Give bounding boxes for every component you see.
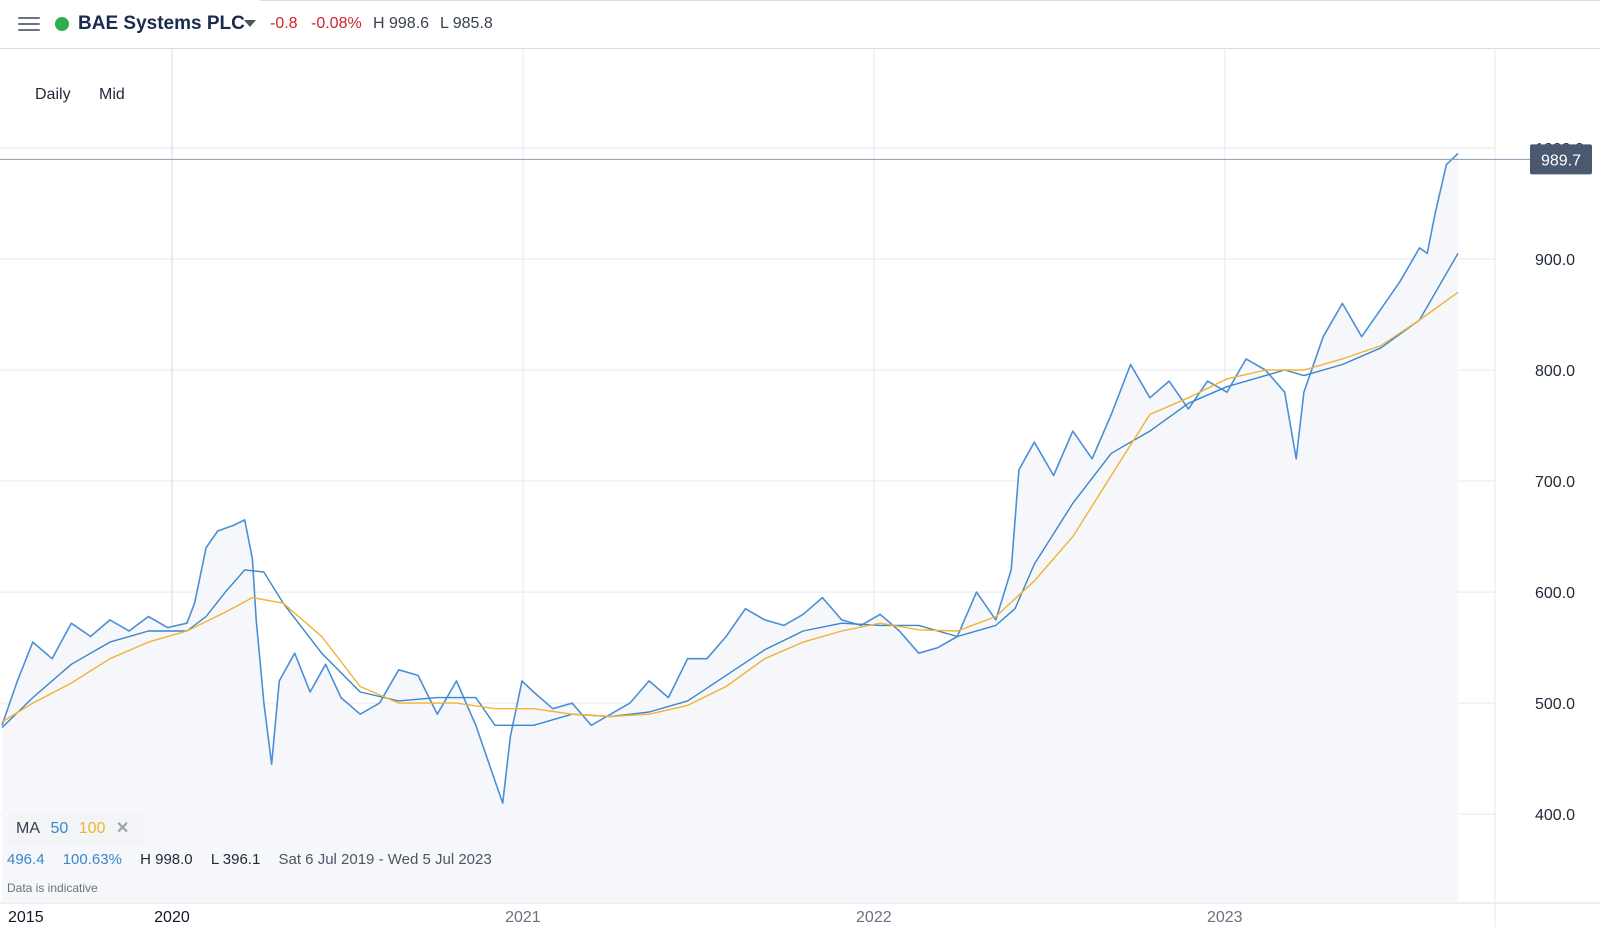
y-tick-label: 400.0 <box>1535 807 1575 824</box>
ma100-line <box>1 291 1459 723</box>
x-tick-label: 2020 <box>154 909 190 926</box>
instrument-dropdown-caret-icon[interactable] <box>244 20 256 27</box>
session-low: L 985.8 <box>440 15 493 32</box>
x-tick-label: 2023 <box>1207 909 1243 926</box>
market-status-dot <box>55 17 69 31</box>
stat-range: Sat 6 Jul 2019 - Wed 5 Jul 2023 <box>278 851 492 868</box>
price-change-percent: -0.08% <box>311 15 362 32</box>
range-stats: 496.4 100.63% H 998.0 L 396.1 Sat 6 Jul … <box>7 851 506 868</box>
ma-period-100[interactable]: 100 <box>78 820 106 837</box>
ma-indicator-legend[interactable]: MA 50 100 ✕ <box>8 814 144 844</box>
ma-label: MA <box>16 820 40 837</box>
data-disclaimer: Data is indicative <box>7 881 98 895</box>
y-tick-label: 700.0 <box>1535 474 1575 491</box>
y-tick-label: 900.0 <box>1535 252 1575 269</box>
remove-indicator-close-icon[interactable]: ✕ <box>115 820 130 837</box>
y-tick-label: 600.0 <box>1535 585 1575 602</box>
ma-period-50[interactable]: 50 <box>50 820 69 837</box>
stat-high: H 998.0 <box>140 851 193 868</box>
stat-last: 496.4 <box>7 851 45 868</box>
x-tick-label: 2021 <box>505 909 541 926</box>
y-tick-label: 800.0 <box>1535 363 1575 380</box>
current-price-label-bg <box>1530 144 1592 175</box>
ma50-line <box>1 253 1459 729</box>
price-change: -0.8 <box>270 15 298 32</box>
x-tick-label: 2022 <box>856 909 892 926</box>
price-line <box>1 152 1459 804</box>
y-tick-label: 500.0 <box>1535 696 1575 713</box>
chart-series <box>1 152 1459 804</box>
price-area-fill <box>2 153 1458 903</box>
current-price-tag: 989.7 <box>0 144 1592 175</box>
stat-pct: 100.63% <box>62 851 122 868</box>
x-tick-label: 2015 <box>8 909 44 926</box>
header-divider <box>260 0 1600 1</box>
hamburger-menu-icon[interactable] <box>18 14 40 34</box>
x-axis: 2015 2020 2021 2022 2023 <box>8 909 1243 926</box>
price-type-selector[interactable]: Mid <box>99 86 125 103</box>
interval-selector[interactable]: Daily <box>35 86 71 103</box>
session-high: H 998.6 <box>373 15 430 32</box>
current-price-label: 989.7 <box>1541 152 1581 169</box>
stat-low: L 396.1 <box>210 851 261 868</box>
instrument-name[interactable]: BAE Systems PLC <box>78 13 245 34</box>
chart-header: BAE Systems PLC -0.8 -0.08% H 998.6 L 98… <box>0 0 1600 49</box>
